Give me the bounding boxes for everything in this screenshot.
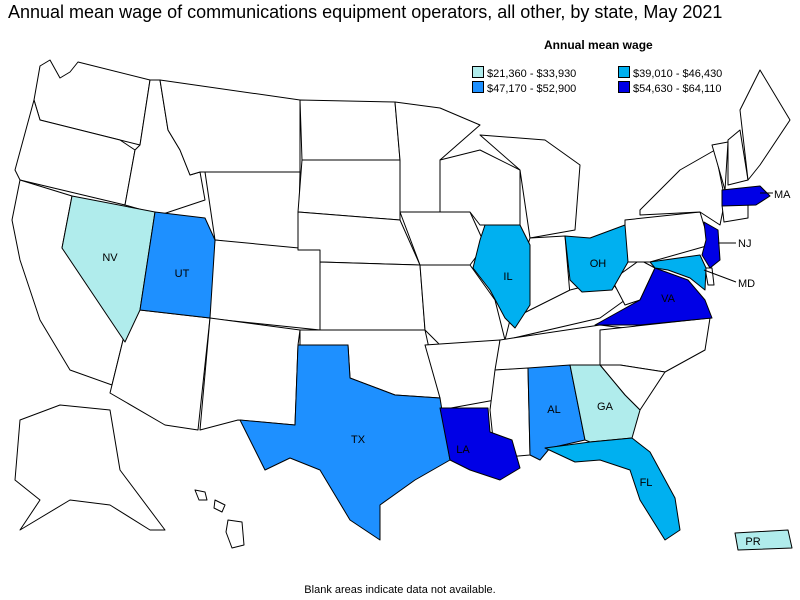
legend-title: Annual mean wage [544,38,653,52]
label-tx: TX [351,434,366,446]
label-ut: UT [175,268,190,280]
legend-item-tier-4: $54,630 - $64,110 [618,81,722,95]
state-FL[interactable] [544,437,681,541]
legend-swatch [472,66,484,78]
state-MD[interactable] [649,254,707,291]
legend-label: $54,630 - $64,110 [633,83,722,95]
legend-label: $47,170 - $52,900 [487,83,577,95]
state-LA[interactable] [439,407,521,481]
label-la: LA [456,444,470,456]
state-UT[interactable] [139,211,216,319]
legend-swatch [618,81,630,93]
state-VT[interactable] [711,141,729,191]
blank-states [11,59,791,549]
state-SD[interactable] [297,159,401,221]
state-ND[interactable] [299,99,401,161]
legend-item-tier-3: $47,170 - $52,900 [472,81,577,95]
state-GA[interactable] [569,364,641,443]
map-title: Annual mean wage of communications equip… [8,2,723,22]
label-pr: PR [745,536,760,548]
leader-line-md [703,269,737,283]
label-leaders [703,192,773,283]
state-AR[interactable] [424,339,501,411]
label-il: IL [503,271,512,283]
state-NJ[interactable] [701,221,721,269]
state-NC[interactable] [599,317,711,373]
state-ME[interactable] [739,69,791,181]
state-TX[interactable] [239,344,451,541]
label-al: AL [547,404,560,416]
state-NM[interactable] [199,317,301,431]
state-OH[interactable] [564,224,629,293]
data-states [61,185,793,551]
state-KS[interactable] [319,261,426,331]
state-PA[interactable] [624,211,711,263]
state-labels: NV UT TX IL OH LA AL GA FL VA MD NJ MA P… [102,189,791,548]
label-nj: NJ [738,238,751,250]
state-CO[interactable] [204,239,321,331]
legend-swatch [472,81,484,93]
label-oh: OH [590,258,607,270]
state-MI[interactable] [479,134,581,239]
label-md: MD [738,278,755,290]
state-NV[interactable] [61,195,156,343]
legend-item-tier-1: $21,360 - $33,930 [472,66,577,80]
state-PR[interactable] [734,529,793,551]
label-fl: FL [640,477,653,489]
label-ma: MA [774,189,791,201]
label-ga: GA [597,401,614,413]
state-AK[interactable] [14,404,166,531]
legend-label: $39,010 - $46,430 [633,68,723,80]
label-nv: NV [102,252,118,264]
state-WY[interactable] [204,171,301,251]
label-va: VA [661,293,676,305]
state-IL[interactable] [472,224,531,329]
legend-item-tier-2: $39,010 - $46,430 [618,66,723,80]
state-VA[interactable] [594,267,713,326]
legend-swatch [618,66,630,78]
legend-label: $21,360 - $33,930 [487,68,577,80]
state-MA[interactable] [721,185,771,207]
state-HI[interactable] [194,489,245,549]
footnote: Blank areas indicate data not available. [304,584,496,596]
